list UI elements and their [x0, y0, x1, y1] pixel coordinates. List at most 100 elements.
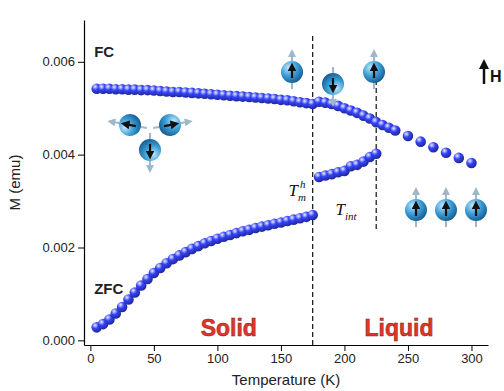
label-sub: m [298, 191, 306, 203]
transition-label: Tmh [289, 178, 306, 203]
spin-axis [111, 122, 119, 123]
data-point [390, 125, 401, 136]
y-tick-label: 0.000 [42, 333, 75, 348]
y-tick: 0.004 [42, 147, 84, 162]
spin-axis [153, 127, 159, 128]
data-point [403, 131, 414, 142]
y-tick: 0.000 [42, 333, 84, 348]
spin-ball [281, 61, 303, 83]
spin-axis [373, 83, 375, 89]
field-label: H [490, 68, 502, 85]
spin-arrow [475, 205, 477, 216]
spin-axis [141, 127, 147, 128]
data-point [466, 158, 477, 169]
y-tick-label: 0.002 [42, 240, 75, 255]
x-tick-label: 250 [398, 351, 420, 366]
spin-axis [415, 191, 417, 199]
x-tick-mark [217, 345, 218, 351]
x-tick-label: 200 [334, 351, 356, 366]
data-point [441, 147, 452, 158]
data-point [307, 210, 318, 221]
spin-axis [181, 122, 189, 123]
series-label: FC [94, 43, 114, 60]
spin-arrow [164, 124, 175, 126]
y-tick-label: 0.004 [42, 147, 75, 162]
label-sub: int [345, 210, 358, 222]
spin-axis [149, 133, 151, 139]
x-tick: 50 [147, 345, 161, 366]
spin-axis [291, 83, 293, 89]
spin [109, 111, 148, 139]
data-point [428, 142, 439, 153]
spin-axis [373, 53, 375, 61]
spin-ball [435, 199, 457, 221]
y-tick: 0.002 [42, 240, 84, 255]
y-axis-line [84, 21, 85, 346]
y-tick-mark [78, 155, 84, 156]
x-tick: 300 [461, 345, 483, 366]
series-0 [91, 83, 476, 168]
y-tick-mark [78, 340, 84, 341]
y-axis-title: M (emu) [6, 155, 23, 211]
field-arrow [483, 64, 486, 84]
spin-arrow [373, 67, 375, 78]
y-tick: 0.006 [42, 54, 84, 69]
spin-ball [465, 199, 487, 221]
spin-arrow [332, 78, 334, 89]
spin [151, 111, 190, 139]
spin [435, 191, 457, 227]
spin-axis [445, 191, 447, 199]
spin-ball [363, 61, 385, 83]
data-point [415, 136, 426, 147]
x-tick-mark [154, 345, 155, 351]
x-tick-mark [471, 345, 472, 351]
region-label: Liquid [365, 315, 434, 341]
y-tick-mark [78, 62, 84, 63]
spin [405, 191, 427, 227]
transition-label: Tint [336, 200, 358, 222]
spin-ball [139, 139, 161, 161]
spin-ball [322, 73, 344, 95]
spin [281, 53, 303, 89]
x-tick-mark [344, 345, 345, 351]
x-tick-label: 150 [271, 351, 293, 366]
spin [363, 53, 385, 89]
y-tick-label: 0.006 [42, 54, 75, 69]
spin-ball [405, 199, 427, 221]
x-tick-label: 50 [147, 351, 161, 366]
x-tick: 250 [398, 345, 420, 366]
chart: 0 50 100 150 200 250 300 0.000 0.002 0.004 0.006 Te… [0, 0, 504, 391]
spin-arrow [291, 67, 293, 78]
spin-axis [475, 191, 477, 199]
spin [322, 67, 344, 103]
spin [465, 191, 487, 227]
spin-ball [157, 112, 182, 137]
series-1 [91, 148, 381, 332]
x-tick: 0 [87, 345, 94, 366]
x-axis-line [85, 345, 489, 346]
spin-arrow [415, 205, 417, 216]
spin-axis [291, 53, 293, 61]
x-tick-label: 100 [207, 351, 229, 366]
spin-axis [332, 95, 334, 103]
plot-area [91, 34, 476, 345]
x-tick-label: 300 [461, 351, 483, 366]
spin-axis [475, 221, 477, 227]
data-point [371, 148, 382, 159]
spin [139, 133, 161, 169]
x-tick-mark [281, 345, 282, 351]
data-point [453, 153, 464, 164]
label-sup: h [300, 178, 306, 190]
y-tick-mark [78, 248, 84, 249]
x-tick: 200 [334, 345, 356, 366]
x-axis: 0 50 100 150 200 250 300 [85, 345, 489, 366]
x-axis-title: Temperature (K) [232, 371, 340, 388]
spin-axis [415, 221, 417, 227]
transition-line [312, 34, 313, 345]
spin-axis [445, 221, 447, 227]
spin-arrow [445, 205, 447, 216]
spin-axis [149, 161, 151, 169]
y-axis: 0.000 0.002 0.004 0.006 [42, 21, 84, 349]
x-tick: 150 [271, 345, 293, 366]
spin-axis [332, 67, 334, 73]
